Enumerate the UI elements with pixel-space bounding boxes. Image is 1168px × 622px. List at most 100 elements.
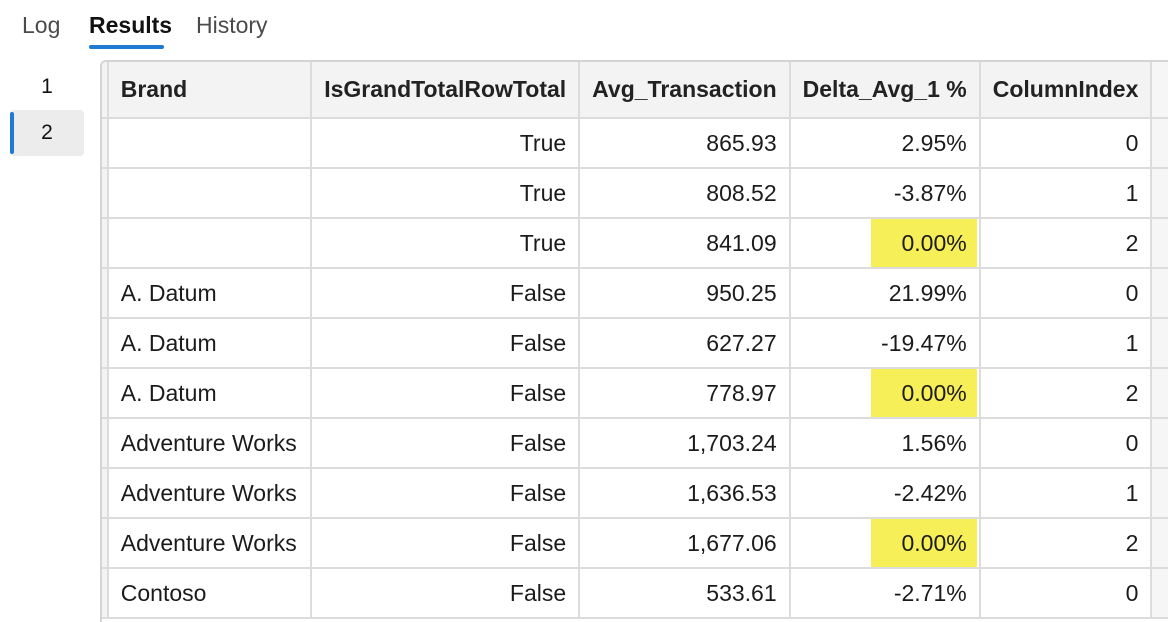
- table-row[interactable]: Contoso False 533.61 -2.71% 0: [102, 568, 1168, 619]
- row-header[interactable]: [102, 518, 109, 569]
- cell-brand: Adventure Works: [107, 468, 313, 519]
- cell-delta-avg: 21.99%: [789, 268, 981, 319]
- cell-value: 0.00%: [901, 529, 967, 556]
- table-row[interactable]: A. Datum False 627.27 -19.47% 1: [102, 318, 1168, 369]
- cell-delta-avg: -2.42%: [789, 468, 981, 519]
- cell-columnindex: 0: [979, 118, 1153, 169]
- cell-filler: [1151, 168, 1168, 219]
- cell-isgrandtotalrowtotal: False: [311, 418, 581, 469]
- cell-brand: Adventure Works: [107, 518, 313, 569]
- cell-avg-transaction: 841.09: [579, 218, 791, 269]
- result-set-2[interactable]: 2: [10, 110, 84, 156]
- cell-delta-avg: -2.71%: [789, 568, 981, 619]
- cell-brand: A. Datum: [107, 318, 313, 369]
- column-header-isgrandtotalrowtotal[interactable]: IsGrandTotalRowTotal: [311, 62, 581, 119]
- row-header[interactable]: [102, 468, 109, 519]
- result-set-2-label: 2: [41, 121, 53, 144]
- cell-isgrandtotalrowtotal: False: [311, 468, 581, 519]
- cell-avg-transaction: 1,636.53: [579, 468, 791, 519]
- cell-columnindex: 1: [979, 318, 1153, 369]
- row-header[interactable]: [102, 368, 109, 419]
- cell-brand: [107, 118, 313, 169]
- cell-delta-avg: -3.87%: [789, 168, 981, 219]
- cell-avg-transaction: 950.25: [579, 268, 791, 319]
- grid-body: True 865.93 2.95% 0 True 808.52 -3.87% 1 True 841…: [102, 118, 1168, 619]
- column-header-delta-avg[interactable]: Delta_Avg_1 %: [789, 62, 981, 119]
- tab-log[interactable]: Log: [22, 12, 61, 38]
- row-header[interactable]: [102, 218, 109, 269]
- cell-filler: [1151, 368, 1168, 419]
- cell-filler: [1151, 468, 1168, 519]
- cell-filler: [1151, 518, 1168, 569]
- active-tab-indicator: [89, 45, 164, 49]
- row-header[interactable]: [102, 118, 109, 169]
- table-row[interactable]: Adventure Works False 1,703.24 1.56% 0: [102, 418, 1168, 469]
- table-row[interactable]: Adventure Works False 1,636.53 -2.42% 1: [102, 468, 1168, 519]
- cell-delta-avg: 0.00%: [789, 368, 981, 419]
- row-header[interactable]: [102, 418, 109, 469]
- cell-columnindex: 2: [979, 218, 1153, 269]
- cell-brand: Contoso: [107, 568, 313, 619]
- cell-value: 0.00%: [901, 379, 967, 406]
- results-grid: Brand IsGrandTotalRowTotal Avg_Transacti…: [100, 60, 1168, 622]
- cell-delta-avg: -19.47%: [789, 318, 981, 369]
- highlight-marker: [870, 369, 977, 416]
- selected-set-indicator: [10, 112, 14, 154]
- table-row[interactable]: True 808.52 -3.87% 1: [102, 168, 1168, 219]
- cell-isgrandtotalrowtotal: True: [311, 118, 581, 169]
- cell-columnindex: 1: [979, 468, 1153, 519]
- table-row[interactable]: A. Datum False 950.25 21.99% 0: [102, 268, 1168, 319]
- cell-filler: [1151, 118, 1168, 169]
- column-header-columnindex[interactable]: ColumnIndex: [979, 62, 1153, 119]
- cell-columnindex: 0: [979, 568, 1153, 619]
- cell-delta-avg: 1.56%: [789, 418, 981, 469]
- column-header-filler: [1151, 62, 1168, 119]
- header-row: Brand IsGrandTotalRowTotal Avg_Transacti…: [102, 62, 1168, 119]
- cell-filler: [1151, 268, 1168, 319]
- cell-isgrandtotalrowtotal: False: [311, 518, 581, 569]
- cell-isgrandtotalrowtotal: False: [311, 568, 581, 619]
- cell-avg-transaction: 808.52: [579, 168, 791, 219]
- cell-filler: [1151, 318, 1168, 369]
- cell-delta-avg: 0.00%: [789, 218, 981, 269]
- cell-brand: A. Datum: [107, 268, 313, 319]
- row-header[interactable]: [102, 268, 109, 319]
- row-header[interactable]: [102, 168, 109, 219]
- cell-avg-transaction: 1,677.06: [579, 518, 791, 569]
- cell-avg-transaction: 865.93: [579, 118, 791, 169]
- results-tab-bar: Log Results History: [0, 0, 1168, 56]
- tab-history[interactable]: History: [196, 12, 268, 38]
- cell-brand: [107, 218, 313, 269]
- cell-avg-transaction: 778.97: [579, 368, 791, 419]
- column-header-avg-transaction[interactable]: Avg_Transaction: [579, 62, 791, 119]
- cell-brand: [107, 168, 313, 219]
- table-row[interactable]: Adventure Works False 1,677.06 0.00% 2: [102, 518, 1168, 569]
- cell-columnindex: 2: [979, 518, 1153, 569]
- table-row[interactable]: True 865.93 2.95% 0: [102, 118, 1168, 169]
- results-table: Brand IsGrandTotalRowTotal Avg_Transacti…: [102, 62, 1168, 619]
- cell-value: 0.00%: [901, 229, 967, 256]
- cell-columnindex: 0: [979, 268, 1153, 319]
- cell-delta-avg: 0.00%: [789, 518, 981, 569]
- cell-isgrandtotalrowtotal: False: [311, 318, 581, 369]
- row-header-corner[interactable]: [102, 62, 109, 119]
- cell-delta-avg: 2.95%: [789, 118, 981, 169]
- tab-results[interactable]: Results: [89, 12, 173, 38]
- cell-brand: A. Datum: [107, 368, 313, 419]
- cell-filler: [1151, 418, 1168, 469]
- cell-filler: [1151, 568, 1168, 619]
- row-header[interactable]: [102, 318, 109, 369]
- cell-avg-transaction: 627.27: [579, 318, 791, 369]
- table-row[interactable]: True 841.09 0.00% 2: [102, 218, 1168, 269]
- cell-filler: [1151, 218, 1168, 269]
- cell-isgrandtotalrowtotal: True: [311, 218, 581, 269]
- table-row[interactable]: A. Datum False 778.97 0.00% 2: [102, 368, 1168, 419]
- cell-brand: Adventure Works: [107, 418, 313, 469]
- cell-columnindex: 2: [979, 368, 1153, 419]
- highlight-marker: [870, 219, 977, 266]
- cell-isgrandtotalrowtotal: False: [311, 268, 581, 319]
- result-set-1[interactable]: 1: [41, 75, 53, 98]
- column-header-brand[interactable]: Brand: [107, 62, 313, 119]
- cell-isgrandtotalrowtotal: True: [311, 168, 581, 219]
- cell-avg-transaction: 1,703.24: [579, 418, 791, 469]
